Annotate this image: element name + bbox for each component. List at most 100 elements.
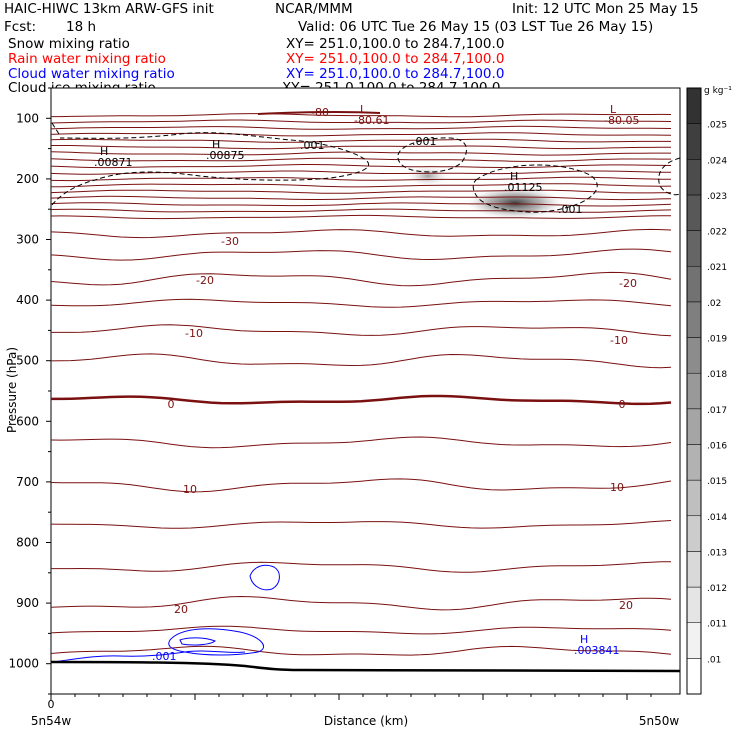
isotherm-label: 0 xyxy=(168,398,175,411)
colorbar-swatch xyxy=(686,230,702,267)
isotherm xyxy=(51,478,672,493)
colorbar-level-label: .02 xyxy=(707,299,721,309)
extremum-marker: H xyxy=(100,145,108,158)
isotherm-label: 10 xyxy=(610,481,624,494)
extremum-value: -80.61 xyxy=(354,114,389,127)
isotherm xyxy=(51,151,671,156)
colorbar-swatch xyxy=(686,87,702,124)
forecast-label: Fcst: xyxy=(4,19,37,35)
model-org: NCAR/MMM xyxy=(275,1,353,17)
isotherm xyxy=(51,132,672,137)
colorbar-swatch xyxy=(686,372,702,410)
colorbar-swatch xyxy=(686,515,702,552)
isotherm xyxy=(51,119,672,124)
y-axis-title: Pressure (hPa) xyxy=(5,347,19,433)
isotherm-label: -30 xyxy=(221,235,239,248)
ice-contour-upper-left xyxy=(51,132,369,206)
isotherm xyxy=(51,595,672,611)
isotherm xyxy=(51,170,672,175)
isotherm xyxy=(51,195,672,201)
isotherm xyxy=(51,248,672,261)
plot-frame xyxy=(50,87,681,695)
plot-title: HAIC-HIWC 13km ARW-GFS init xyxy=(4,1,214,17)
ice-contour-left-edge xyxy=(51,122,61,137)
x-axis-title: Distance (km) xyxy=(324,714,408,728)
extremum-marker: L xyxy=(610,103,617,116)
colorbar-level-label: .012 xyxy=(707,584,727,594)
colorbar-frame xyxy=(686,87,702,695)
cloud-water-contour-c xyxy=(179,637,216,646)
colorbar-level-label: .025 xyxy=(707,121,727,131)
field-cloudwater-xy: XY= 251.0,100.0 to 284.7,100.0 xyxy=(286,66,505,82)
field-rain-xy: XY= 251.0,100.0 to 284.7,100.0 xyxy=(286,51,505,67)
isotherm xyxy=(51,561,672,573)
isotherm xyxy=(51,164,672,169)
isotherm xyxy=(51,183,672,188)
field-rain-name: Rain water mixing ratio xyxy=(8,51,166,67)
colorbar-swatch xyxy=(686,622,702,659)
cloud-water-contour-label: .001 xyxy=(152,650,177,663)
x-tick-label-origin: 0 xyxy=(48,698,55,711)
y-tick-label: 400 xyxy=(16,293,39,307)
extremum-value: .01125 xyxy=(504,181,543,194)
field-snow-xy: XY= 251.0,100.0 to 284.7,100.0 xyxy=(286,36,505,52)
forecast-hours: 18 h xyxy=(66,19,97,35)
colorbar-level-label: .024 xyxy=(707,156,727,166)
cloud-water-contour-b xyxy=(168,628,264,656)
y-tick-label: 800 xyxy=(16,536,39,550)
extremum-marker: L xyxy=(360,103,367,116)
field-snow-name: Snow mixing ratio xyxy=(8,36,130,52)
y-tick-label: 300 xyxy=(16,233,39,247)
ice-contour-small xyxy=(397,137,467,173)
colorbar-swatch xyxy=(686,194,702,231)
colorbar-swatch xyxy=(686,301,702,338)
isotherm xyxy=(51,125,672,130)
colorbar-swatch xyxy=(686,408,702,445)
extremum-value: .00875 xyxy=(206,149,245,162)
colorbar-level-label: .014 xyxy=(707,513,727,523)
isotherm-label: -20 xyxy=(196,274,214,287)
y-axis: 100 200 300 400 500 600 700 800 900 1000 xyxy=(8,87,51,695)
isotherm xyxy=(51,208,672,213)
x-left-location: 5n54w xyxy=(31,714,72,728)
extremum-value: -80.05 xyxy=(604,114,639,127)
ice-contour-label: .001 xyxy=(558,203,583,216)
isotherm xyxy=(51,298,672,308)
colorbar-swatch xyxy=(686,586,702,623)
isotherm xyxy=(51,625,672,635)
extremum-marker: H xyxy=(212,138,220,151)
y-tick-label: 200 xyxy=(16,172,39,186)
ice-contour-right-edge xyxy=(658,157,680,196)
colorbar-level-label: .019 xyxy=(707,335,727,345)
terrain-line xyxy=(51,660,680,673)
colorbar-level-label: .01 xyxy=(707,655,721,665)
isotherm-label: 0 xyxy=(619,398,626,411)
isotherm xyxy=(51,138,671,143)
colorbar-swatch xyxy=(686,479,702,517)
extremum-value: .00871 xyxy=(94,156,133,169)
isotherm-label: -20 xyxy=(619,277,637,290)
y-tick-label: 600 xyxy=(16,414,39,428)
extremum-marker: H xyxy=(510,170,518,183)
isotherm xyxy=(51,353,672,369)
cloud-water-contour-d xyxy=(51,650,246,663)
isotherm xyxy=(51,645,672,656)
colorbar-level-label: .016 xyxy=(707,441,727,451)
extremum-marker: H xyxy=(580,633,588,646)
isotherm xyxy=(51,145,671,150)
x-right-location: 5n50w xyxy=(639,714,680,728)
colorbar-level-label: .018 xyxy=(707,370,727,380)
isotherm-label: -80 xyxy=(311,106,329,119)
isotherm-label: 10 xyxy=(183,483,197,496)
init-time: Init: 12 UTC Mon 25 May 15 xyxy=(512,1,699,17)
isotherm xyxy=(51,394,672,406)
isotherm xyxy=(51,436,672,449)
colorbar-swatch xyxy=(686,123,702,160)
isotherm xyxy=(51,214,672,220)
isotherm-tropopause-segment xyxy=(257,110,381,115)
isotherm xyxy=(51,271,672,287)
isotherm-contours xyxy=(51,113,672,656)
colorbar-level-label: .015 xyxy=(707,477,727,487)
isotherm-label: -10 xyxy=(185,327,203,340)
